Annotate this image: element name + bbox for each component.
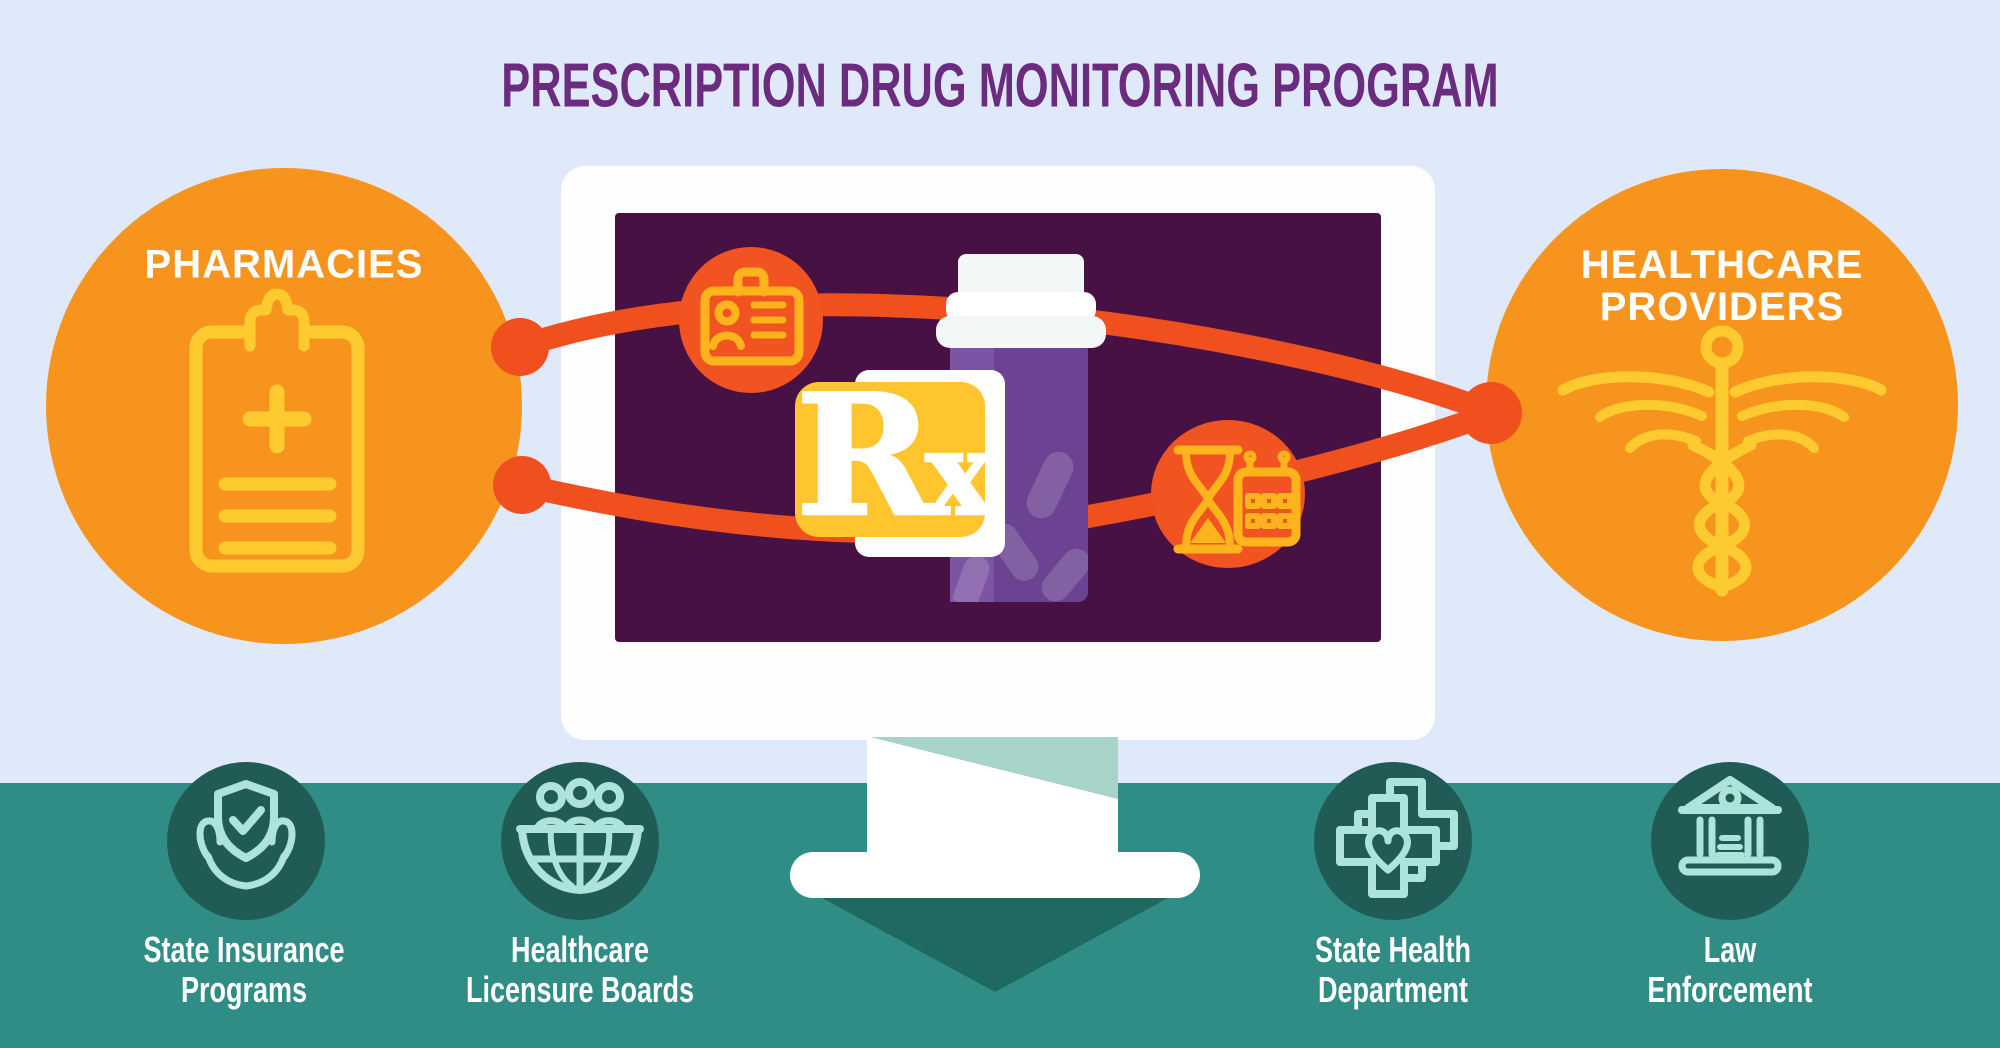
id-card-icon xyxy=(700,267,804,366)
licensure-boards-label-line2: Licensure Boards xyxy=(465,969,695,1010)
clipboard-medical-icon xyxy=(189,288,365,573)
pharmacy-upper-dot xyxy=(491,318,549,376)
stand-base xyxy=(790,852,1200,898)
hourglass-calendar-node xyxy=(1151,420,1305,568)
healthcare-providers-label-line1: HEALTHCARE xyxy=(1580,243,1864,287)
bottle-pills xyxy=(952,451,1088,602)
monitor-stand xyxy=(790,737,1200,992)
bottle-cap-ring xyxy=(946,292,1096,322)
healthcare-providers-node xyxy=(1486,169,1958,641)
state-health-label-line1: State Health xyxy=(1314,929,1472,970)
globe-people-icon xyxy=(516,778,644,894)
state-health-label-line2: Department xyxy=(1317,969,1469,1010)
pharmacies-node xyxy=(46,168,522,644)
healthcare-providers-label: HEALTHCARE PROVIDERS xyxy=(1581,244,1864,328)
medical-cross-heart-icon xyxy=(1336,778,1458,898)
state-insurance-label: State Insurance Programs xyxy=(143,930,344,1010)
bottle-cap-rim xyxy=(936,316,1106,348)
healthcare-providers-label-line2: PROVIDERS xyxy=(1599,285,1845,329)
recipient-licensure-boards xyxy=(501,762,659,920)
recipient-state-health xyxy=(1314,762,1472,920)
connector-dots xyxy=(491,318,1522,514)
bottle-cap-top xyxy=(958,254,1084,300)
state-insurance-label-line1: State Insurance xyxy=(143,929,345,970)
law-enforcement-label-line1: Law xyxy=(1703,929,1757,970)
recipient-state-insurance xyxy=(167,762,325,920)
licensure-boards-label-line1: Healthcare xyxy=(510,929,650,970)
id-card-node xyxy=(679,247,823,393)
rx-label: Rx xyxy=(794,357,994,556)
state-insurance-label-line2: Programs xyxy=(180,969,308,1010)
provider-junction-dot xyxy=(1460,382,1522,444)
page-title: PRESCRIPTION DRUG MONITORING PROGRAM xyxy=(501,51,1499,121)
stand-shade xyxy=(870,737,1118,799)
recipient-law-enforcement xyxy=(1651,762,1809,920)
courthouse-icon xyxy=(1678,776,1782,876)
law-enforcement-label-line2: Enforcement xyxy=(1647,969,1813,1010)
law-enforcement-label: Law Enforcement xyxy=(1647,930,1812,1010)
licensure-boards-label: Healthcare Licensure Boards xyxy=(466,930,694,1010)
state-health-label: State Health Department xyxy=(1315,930,1471,1010)
down-arrow-icon xyxy=(822,898,1168,992)
hands-shield-icon xyxy=(196,780,296,890)
pharmacy-lower-dot xyxy=(493,456,551,514)
state-insurance-circle xyxy=(167,762,325,920)
hourglass-calendar-icon xyxy=(1173,445,1301,554)
rx-card xyxy=(795,382,985,537)
pill-bottle-icon xyxy=(795,254,1106,602)
caduceus-icon xyxy=(1557,325,1887,597)
pharmacies-label: PHARMACIES xyxy=(144,242,424,287)
